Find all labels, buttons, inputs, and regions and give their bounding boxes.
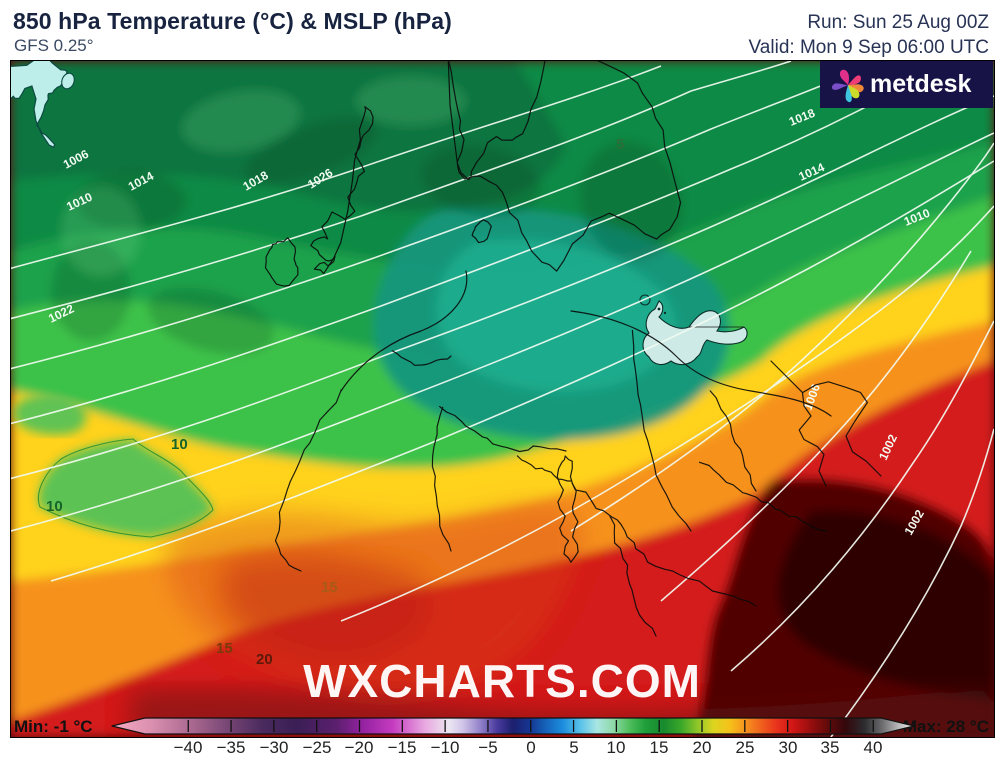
svg-text:30: 30	[779, 738, 798, 757]
svg-text:−15: −15	[388, 738, 417, 757]
svg-text:−40: −40	[174, 738, 203, 757]
svg-text:10: 10	[171, 436, 188, 453]
svg-text:5: 5	[569, 738, 578, 757]
svg-text:0: 0	[526, 738, 535, 757]
svg-text:15: 15	[650, 738, 669, 757]
svg-text:WXCHARTS.COM: WXCHARTS.COM	[303, 655, 701, 707]
svg-text:−35: −35	[217, 738, 246, 757]
svg-text:25: 25	[736, 738, 755, 757]
svg-text:−30: −30	[260, 738, 289, 757]
svg-text:−5: −5	[478, 738, 497, 757]
svg-text:15: 15	[321, 579, 338, 596]
svg-text:−10: −10	[431, 738, 460, 757]
svg-text:5: 5	[616, 136, 624, 153]
svg-text:10: 10	[607, 738, 626, 757]
svg-text:−20: −20	[345, 738, 374, 757]
svg-text:20: 20	[693, 738, 712, 757]
svg-text:−25: −25	[303, 738, 332, 757]
svg-text:40: 40	[864, 738, 883, 757]
svg-text:10: 10	[46, 498, 63, 515]
svg-text:35: 35	[821, 738, 840, 757]
svg-text:20: 20	[256, 651, 273, 668]
svg-text:15: 15	[216, 640, 233, 657]
